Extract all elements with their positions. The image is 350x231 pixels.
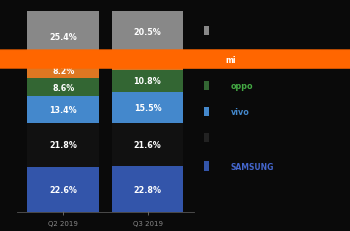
Bar bbox=[204, 55, 209, 64]
Bar bbox=[204, 107, 209, 117]
Text: oppo: oppo bbox=[231, 82, 253, 90]
Text: 21.8%: 21.8% bbox=[49, 141, 77, 150]
Text: Q2 2019: Q2 2019 bbox=[48, 219, 78, 225]
Bar bbox=[204, 81, 209, 90]
Text: SAMSUNG: SAMSUNG bbox=[231, 162, 274, 171]
Bar bbox=[27, 12, 99, 63]
Text: 8.6%: 8.6% bbox=[52, 83, 74, 92]
Text: mi: mi bbox=[225, 55, 236, 64]
Bar bbox=[112, 12, 183, 53]
Text: 15.5%: 15.5% bbox=[134, 103, 161, 112]
Circle shape bbox=[0, 51, 350, 69]
Text: 25.4%: 25.4% bbox=[49, 33, 77, 42]
Text: vivo: vivo bbox=[231, 108, 249, 116]
Text: 8.2%: 8.2% bbox=[52, 66, 75, 75]
Text: 8.7%: 8.7% bbox=[136, 57, 159, 66]
Text: 21.6%: 21.6% bbox=[134, 140, 161, 149]
Text: Q3 2019: Q3 2019 bbox=[133, 219, 162, 225]
Text: 22.6%: 22.6% bbox=[49, 185, 77, 194]
Bar bbox=[27, 79, 99, 96]
Text: 20.5%: 20.5% bbox=[134, 28, 161, 37]
Bar bbox=[27, 167, 99, 213]
Text: 13.4%: 13.4% bbox=[49, 105, 77, 114]
Bar bbox=[112, 53, 183, 70]
Bar bbox=[204, 134, 209, 143]
Bar bbox=[112, 123, 183, 167]
Bar bbox=[204, 162, 209, 171]
Bar bbox=[112, 92, 183, 123]
Bar bbox=[27, 96, 99, 123]
Bar bbox=[204, 27, 209, 36]
Bar bbox=[112, 70, 183, 92]
Bar bbox=[27, 123, 99, 167]
Bar bbox=[27, 63, 99, 79]
Text: 22.8%: 22.8% bbox=[134, 185, 162, 194]
Text: 10.8%: 10.8% bbox=[134, 77, 161, 86]
Bar bbox=[112, 167, 183, 213]
